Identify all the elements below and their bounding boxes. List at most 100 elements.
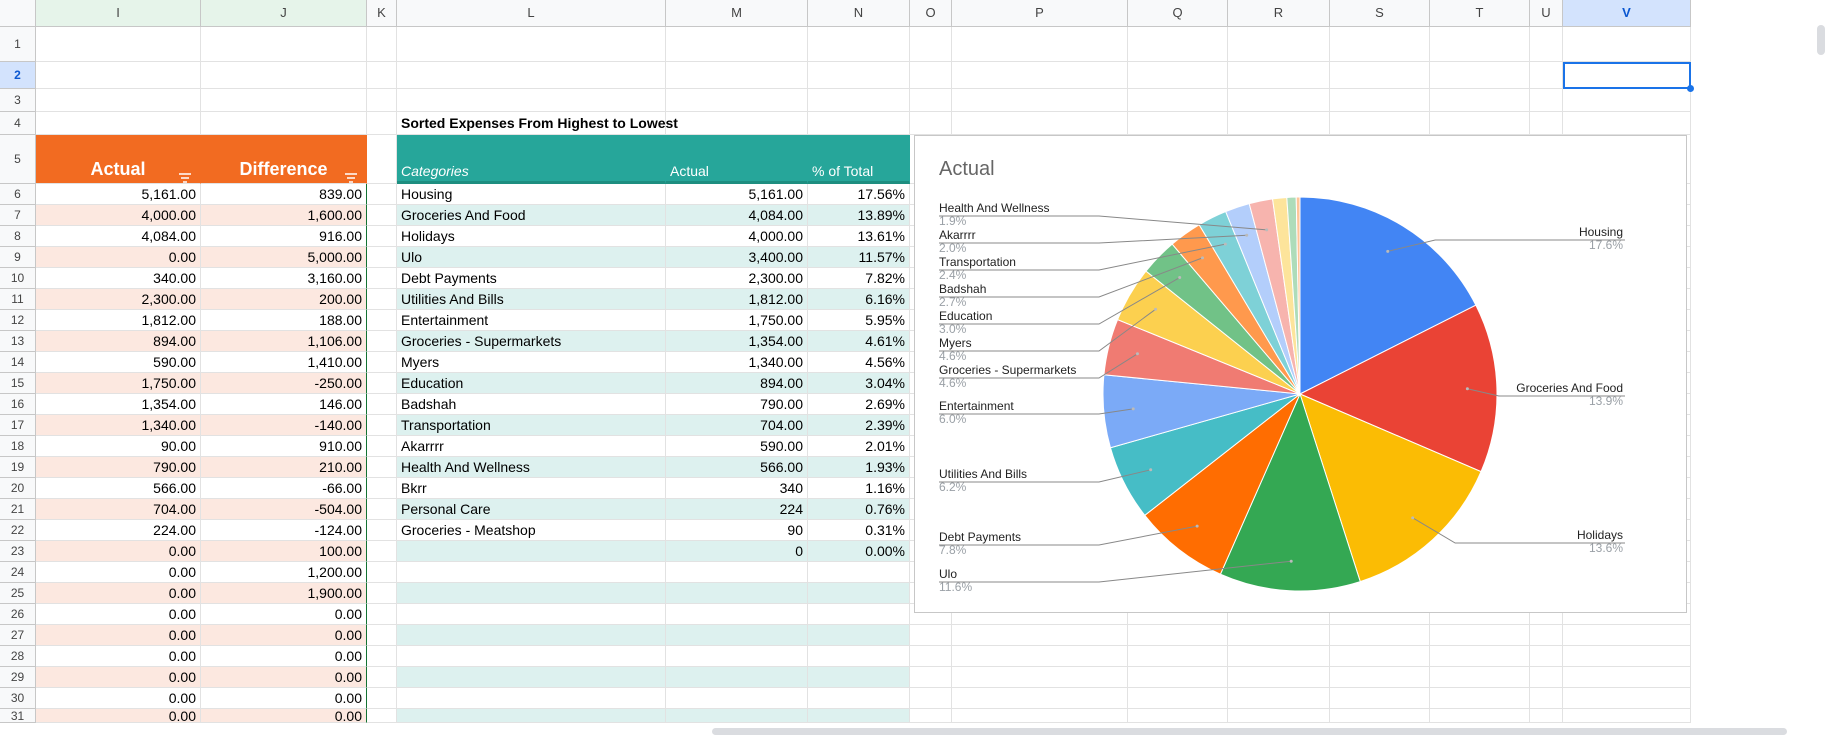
pct-cell[interactable]: 0.00% bbox=[808, 541, 910, 562]
difference-cell[interactable]: -66.00 bbox=[201, 478, 367, 499]
difference-cell[interactable]: 0.00 bbox=[201, 604, 367, 625]
actual-value-cell[interactable]: 1,354.00 bbox=[666, 331, 808, 352]
grid-cell[interactable] bbox=[952, 688, 1128, 709]
difference-cell[interactable]: 916.00 bbox=[201, 226, 367, 247]
pct-cell[interactable]: 0.31% bbox=[808, 520, 910, 541]
grid-cell[interactable] bbox=[952, 646, 1128, 667]
actual-value-cell[interactable] bbox=[666, 709, 808, 723]
pct-cell[interactable] bbox=[808, 583, 910, 604]
grid-cell[interactable] bbox=[1128, 604, 1228, 625]
pct-cell[interactable]: 0.76% bbox=[808, 499, 910, 520]
grid-cell[interactable] bbox=[36, 112, 201, 135]
grid-cell[interactable] bbox=[367, 135, 397, 184]
actual-value-cell[interactable]: 790.00 bbox=[666, 394, 808, 415]
row-header-10[interactable]: 10 bbox=[0, 268, 36, 289]
actual-cell[interactable]: 0.00 bbox=[36, 562, 201, 583]
actual-cell[interactable]: 4,084.00 bbox=[36, 226, 201, 247]
difference-cell[interactable]: 188.00 bbox=[201, 310, 367, 331]
selected-cell[interactable] bbox=[1563, 62, 1691, 89]
horizontal-scrollbar[interactable] bbox=[712, 728, 1787, 735]
actual-cell[interactable]: 1,750.00 bbox=[36, 373, 201, 394]
grid-cell[interactable] bbox=[1430, 646, 1530, 667]
difference-cell[interactable]: 1,106.00 bbox=[201, 331, 367, 352]
row-header-6[interactable]: 6 bbox=[0, 184, 36, 205]
grid-cell[interactable] bbox=[1563, 112, 1691, 135]
pct-cell[interactable]: 13.61% bbox=[808, 226, 910, 247]
row-header-9[interactable]: 9 bbox=[0, 247, 36, 268]
grid-cell[interactable] bbox=[1330, 646, 1430, 667]
actual-cell[interactable]: 1,354.00 bbox=[36, 394, 201, 415]
category-cell[interactable]: Groceries - Supermarkets bbox=[397, 331, 666, 352]
grid-cell[interactable] bbox=[666, 62, 808, 89]
grid-cell[interactable] bbox=[1430, 625, 1530, 646]
pct-cell[interactable]: 6.16% bbox=[808, 289, 910, 310]
actual-value-cell[interactable]: 566.00 bbox=[666, 457, 808, 478]
row-header-24[interactable]: 24 bbox=[0, 562, 36, 583]
actual-cell[interactable]: 0.00 bbox=[36, 604, 201, 625]
pct-cell[interactable]: 13.89% bbox=[808, 205, 910, 226]
actual-cell[interactable]: 1,812.00 bbox=[36, 310, 201, 331]
grid-cell[interactable] bbox=[910, 625, 952, 646]
grid-cell[interactable] bbox=[952, 625, 1128, 646]
filter-icon[interactable] bbox=[344, 167, 358, 183]
actual-cell[interactable]: 0.00 bbox=[36, 646, 201, 667]
grid-cell[interactable] bbox=[1530, 625, 1563, 646]
category-cell[interactable] bbox=[397, 709, 666, 723]
row-header-28[interactable]: 28 bbox=[0, 646, 36, 667]
actual-value-cell[interactable]: 894.00 bbox=[666, 373, 808, 394]
grid-cell[interactable] bbox=[1530, 646, 1563, 667]
grid-cell[interactable] bbox=[1430, 667, 1530, 688]
column-header-U[interactable]: U bbox=[1530, 0, 1563, 27]
grid-cell[interactable] bbox=[910, 646, 952, 667]
grid-cell[interactable] bbox=[1228, 112, 1330, 135]
grid-cell[interactable] bbox=[1430, 604, 1530, 625]
pct-cell[interactable]: 2.69% bbox=[808, 394, 910, 415]
actual-cell[interactable]: 0.00 bbox=[36, 625, 201, 646]
grid-cell[interactable] bbox=[1330, 688, 1430, 709]
actual-cell[interactable]: 2,300.00 bbox=[36, 289, 201, 310]
category-cell[interactable]: Housing bbox=[397, 184, 666, 205]
grid-cell[interactable] bbox=[952, 27, 1128, 62]
grid-cell[interactable] bbox=[367, 310, 397, 331]
actual-value-cell[interactable]: 590.00 bbox=[666, 436, 808, 457]
grid-cell[interactable] bbox=[1430, 112, 1530, 135]
difference-cell[interactable]: 0.00 bbox=[201, 667, 367, 688]
actual-cell[interactable]: 4,000.00 bbox=[36, 205, 201, 226]
row-header-20[interactable]: 20 bbox=[0, 478, 36, 499]
row-header-7[interactable]: 7 bbox=[0, 205, 36, 226]
grid-cell[interactable] bbox=[1228, 709, 1330, 723]
column-header-Q[interactable]: Q bbox=[1128, 0, 1228, 27]
actual-header[interactable]: Actual bbox=[36, 135, 201, 184]
actual-cell[interactable]: 894.00 bbox=[36, 331, 201, 352]
grid-cell[interactable] bbox=[36, 27, 201, 62]
filter-icon[interactable] bbox=[178, 167, 192, 183]
category-cell[interactable]: Groceries - Meatshop bbox=[397, 520, 666, 541]
grid-cell[interactable] bbox=[1330, 604, 1430, 625]
row-header-17[interactable]: 17 bbox=[0, 415, 36, 436]
grid-cell[interactable] bbox=[1128, 112, 1228, 135]
difference-cell[interactable]: 5,000.00 bbox=[201, 247, 367, 268]
grid-cell[interactable] bbox=[1563, 604, 1691, 625]
actual-cell[interactable]: 5,161.00 bbox=[36, 184, 201, 205]
grid-cell[interactable] bbox=[201, 62, 367, 89]
row-header-14[interactable]: 14 bbox=[0, 352, 36, 373]
pct-cell[interactable]: 11.57% bbox=[808, 247, 910, 268]
category-cell[interactable]: Personal Care bbox=[397, 499, 666, 520]
actual-value-cell[interactable]: 3,400.00 bbox=[666, 247, 808, 268]
actual-cell[interactable]: 0.00 bbox=[36, 667, 201, 688]
difference-cell[interactable]: 1,600.00 bbox=[201, 205, 367, 226]
grid-cell[interactable] bbox=[1330, 112, 1430, 135]
difference-cell[interactable]: 1,200.00 bbox=[201, 562, 367, 583]
row-header-16[interactable]: 16 bbox=[0, 394, 36, 415]
pct-cell[interactable] bbox=[808, 625, 910, 646]
pie-chart[interactable]: Actual Housing 17.6% Groceries And Food 13.… bbox=[914, 135, 1687, 613]
actual-value-cell[interactable]: 704.00 bbox=[666, 415, 808, 436]
row-header-27[interactable]: 27 bbox=[0, 625, 36, 646]
pct-cell[interactable]: 2.01% bbox=[808, 436, 910, 457]
grid-cell[interactable] bbox=[666, 89, 808, 112]
grid-cell[interactable] bbox=[1128, 646, 1228, 667]
actual-value-cell[interactable]: 4,084.00 bbox=[666, 205, 808, 226]
category-cell[interactable] bbox=[397, 562, 666, 583]
grid-cell[interactable] bbox=[367, 583, 397, 604]
category-cell[interactable] bbox=[397, 583, 666, 604]
